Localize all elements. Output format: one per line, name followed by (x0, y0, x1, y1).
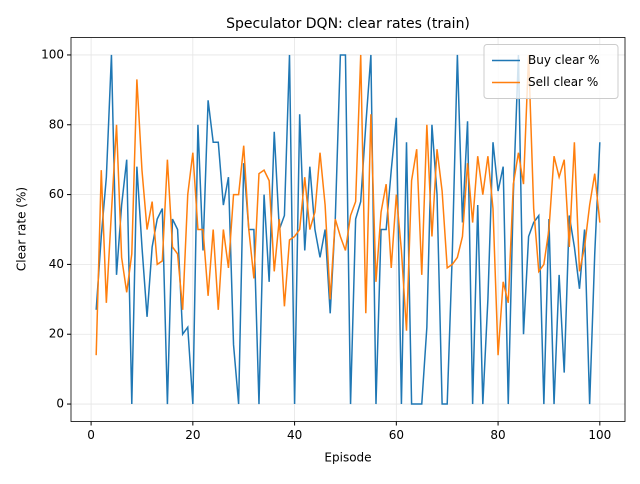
x-axis-label: Episode (324, 451, 371, 465)
x-tick-label: 40 (287, 428, 302, 442)
y-tick-label: 40 (49, 257, 64, 271)
x-tick-label: 60 (389, 428, 404, 442)
chart-title: Speculator DQN: clear rates (train) (226, 16, 470, 32)
y-tick-label: 100 (41, 47, 64, 61)
y-tick-label: 60 (49, 187, 64, 201)
y-axis-label: Clear rate (%) (15, 187, 29, 271)
x-tick-label: 0 (87, 428, 95, 442)
legend-label: Buy clear % (528, 53, 600, 67)
y-tick-label: 80 (49, 117, 64, 131)
series-line (95, 54, 601, 356)
x-tick-label: 100 (588, 428, 611, 442)
plot-frame (70, 37, 626, 422)
x-tick-label: 20 (185, 428, 200, 442)
y-tick-label: 0 (56, 397, 64, 411)
legend-box (483, 44, 619, 99)
legend-label: Sell clear % (528, 75, 598, 89)
y-tick-label: 20 (49, 327, 64, 341)
x-tick-label: 80 (490, 428, 505, 442)
